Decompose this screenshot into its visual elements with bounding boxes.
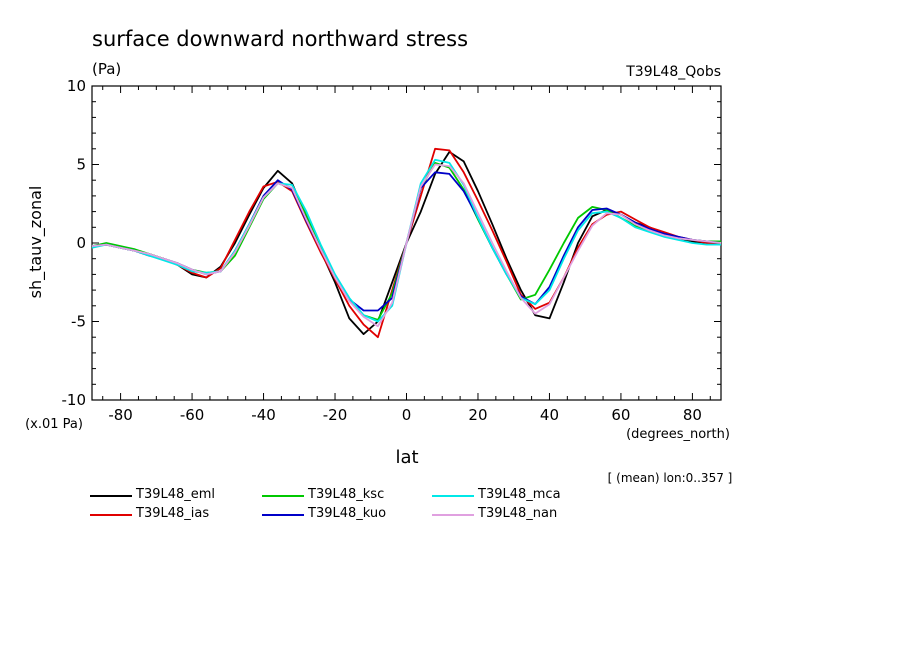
y-axis-label: sh_tauv_zonal [26,186,46,299]
y-tick-label: 0 [76,234,86,252]
y-tick-label: -10 [62,391,87,409]
legend-swatch-ias [90,514,132,516]
x-axis-label: lat [395,447,418,468]
x-tick-label: 80 [683,406,702,424]
legend-label-kuo: T39L48_kuo [308,506,387,521]
chart-title: surface downward northward stress [92,27,468,51]
x-tick-label: 60 [611,406,630,424]
legend-swatch-mca [432,495,474,497]
y-scale-label: (x.01 Pa) [25,417,83,432]
legend-label-ksc: T39L48_ksc [308,487,385,502]
legend-swatch-eml [90,495,132,497]
legend-swatch-nan [432,514,474,516]
x-tick-label: -80 [108,406,133,424]
x-tick-label: -60 [180,406,205,424]
experiment-label: T39L48_Qobs [625,64,721,80]
x-tick-label: 0 [402,406,412,424]
series-line-t39l48-nan [91,163,722,328]
y-tick-label: -5 [71,313,86,331]
y-tick-label: 5 [76,156,86,174]
x-tick-label: -40 [251,406,276,424]
plot-area: -80 -60 -40 -20 0 20 40 60 80 -10 -5 0 5 10 [62,77,722,424]
legend-label-ias: T39L48_ias [136,506,210,521]
x-tick-label: -20 [323,406,348,424]
x-tick-label: 40 [540,406,559,424]
footnote: [ (mean) lon:0..357 ] [608,471,733,485]
legend-swatch-ksc [262,495,304,497]
x-tick-label: 20 [468,406,487,424]
legend-label-eml: T39L48_eml [136,487,216,502]
legend-label-nan: T39L48_nan [478,506,558,521]
units-label: (Pa) [92,60,121,78]
legend-swatch-kuo [262,514,304,516]
x-unit-label: (degrees_north) [626,427,730,442]
legend-label-mca: T39L48_mca [478,487,561,502]
y-tick-label: 10 [67,77,86,95]
